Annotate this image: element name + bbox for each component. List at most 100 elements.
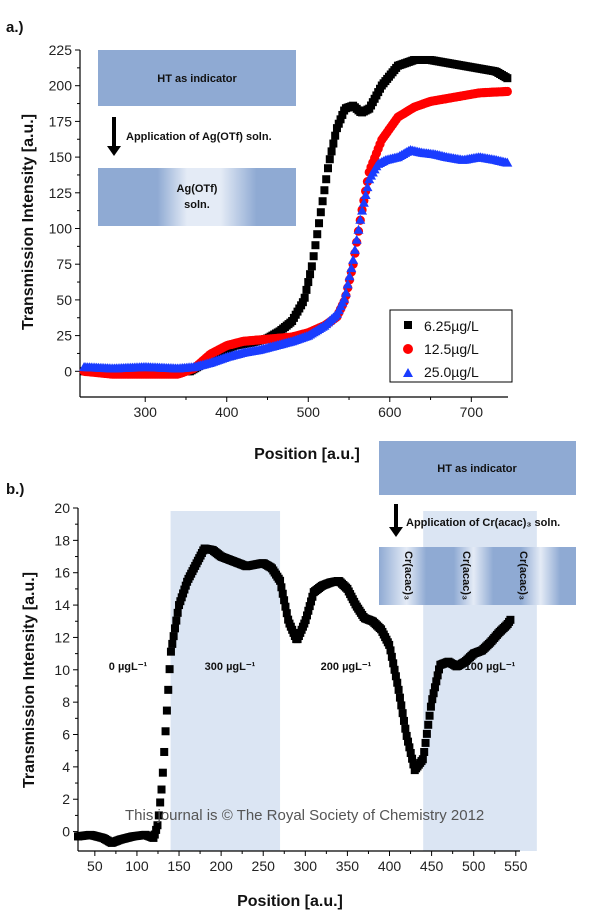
y-tick-label: 8 xyxy=(62,694,70,710)
data-point xyxy=(165,665,174,674)
chart-b-inset: HT as indicator Application of Cr(acac)₃… xyxy=(379,441,576,605)
data-point xyxy=(170,624,179,633)
y-tick-label: 125 xyxy=(49,185,73,201)
legend-label-1: 6.25µg/L xyxy=(424,318,479,334)
data-point xyxy=(161,727,170,736)
data-point xyxy=(394,685,403,694)
conc-label-300: 300 µgL⁻¹ xyxy=(205,661,256,673)
data-point xyxy=(169,632,178,641)
legend-label-3: 25.0µg/L xyxy=(424,364,479,380)
y-tick-label: 225 xyxy=(49,42,73,58)
data-point xyxy=(425,711,434,720)
data-point xyxy=(408,754,417,763)
data-point xyxy=(418,755,427,764)
y-tick-label: 175 xyxy=(49,113,73,129)
data-point xyxy=(385,640,394,649)
data-point xyxy=(342,279,353,289)
inset-a-bottom-text-1: Ag(OTf) xyxy=(177,183,218,195)
data-point xyxy=(389,659,398,668)
y-tick-label: 6 xyxy=(62,727,70,743)
inset-a-arrow-head-icon xyxy=(107,146,121,156)
inset-b-top-box xyxy=(379,441,576,495)
x-tick-label: 700 xyxy=(460,404,484,420)
data-point xyxy=(506,615,515,624)
data-point xyxy=(405,743,414,752)
data-point xyxy=(172,616,181,625)
chart-a-inset: HT as indicator Application of Ag(OTf) s… xyxy=(98,50,296,226)
y-tick-label: 25 xyxy=(56,328,72,344)
data-point xyxy=(387,652,396,661)
data-point xyxy=(329,139,338,148)
chart-b-ylabel: Transmission Intensity [a.u.] xyxy=(21,572,38,788)
y-tick-label: 50 xyxy=(56,292,72,308)
data-point xyxy=(398,709,407,718)
data-point xyxy=(503,74,512,83)
conc-label-0: 0 µgL⁻¹ xyxy=(109,661,148,673)
panel-a-label: a.) xyxy=(6,19,24,36)
inset-b-bottom-box xyxy=(379,547,576,605)
chart-b: 0 µgL⁻¹ 300 µgL⁻¹ 200 µgL⁻¹ 100 µgL⁻¹ 0 2… xyxy=(21,441,576,910)
data-point xyxy=(276,576,285,585)
y-tick-label: 75 xyxy=(56,256,72,272)
data-point xyxy=(311,241,320,250)
data-point xyxy=(355,214,366,224)
data-point xyxy=(399,716,408,725)
inset-b-top-text: HT as indicator xyxy=(437,463,517,475)
data-point xyxy=(302,285,311,294)
data-point xyxy=(426,702,435,711)
data-point xyxy=(331,131,340,140)
x-tick-label: 400 xyxy=(215,404,239,420)
conc-label-100: 100 µgL⁻¹ xyxy=(465,661,516,673)
data-point xyxy=(393,678,402,687)
inset-b-strip-label-2: Cr(acac)₃ xyxy=(460,551,472,600)
inset-b-strip-label-3: Cr(acac)₃ xyxy=(517,551,529,600)
data-point xyxy=(282,609,291,618)
data-point xyxy=(281,602,290,611)
panel-b-label: b.) xyxy=(6,481,24,498)
data-point xyxy=(162,706,171,715)
data-point xyxy=(344,271,355,281)
chart-a-xlabel: Position [a.u.] xyxy=(254,446,360,463)
data-point xyxy=(340,287,351,297)
data-point xyxy=(421,738,430,747)
series-0 xyxy=(74,544,515,847)
data-point xyxy=(323,164,332,173)
data-point xyxy=(435,665,444,674)
y-tick-label: 4 xyxy=(62,759,70,775)
data-point xyxy=(362,182,373,192)
data-point xyxy=(316,208,325,217)
y-tick-label: 14 xyxy=(54,597,70,613)
data-point xyxy=(307,262,316,271)
chart-a-legend: 6.25µg/L 12.5µg/L 25.0µg/L xyxy=(389,309,513,383)
data-point xyxy=(302,611,311,620)
x-tick-label: 600 xyxy=(378,404,402,420)
inset-a-bottom-text-2: soln. xyxy=(184,199,210,211)
data-point xyxy=(429,689,438,698)
data-point xyxy=(320,186,329,195)
data-point xyxy=(173,608,182,617)
data-point xyxy=(406,749,415,758)
data-point xyxy=(360,189,371,199)
data-point xyxy=(156,798,165,807)
x-tick-label: 350 xyxy=(336,858,360,874)
data-point xyxy=(304,606,313,615)
data-point xyxy=(157,785,166,794)
data-point xyxy=(401,724,410,733)
data-point xyxy=(304,278,313,287)
x-tick-label: 200 xyxy=(209,858,233,874)
data-point xyxy=(164,685,173,694)
x-tick-label: 50 xyxy=(87,858,103,874)
data-point xyxy=(357,205,368,215)
x-tick-label: 100 xyxy=(125,858,149,874)
x-tick-label: 550 xyxy=(504,858,528,874)
data-point xyxy=(349,244,360,254)
data-point xyxy=(280,596,289,605)
chart-a: HT as indicator Application of Ag(OTf) s… xyxy=(20,42,513,463)
data-point xyxy=(430,683,439,692)
data-point xyxy=(348,254,359,264)
y-tick-label: 18 xyxy=(54,532,70,548)
data-point xyxy=(152,825,161,834)
y-tick-label: 200 xyxy=(49,78,73,94)
data-point xyxy=(336,115,345,124)
